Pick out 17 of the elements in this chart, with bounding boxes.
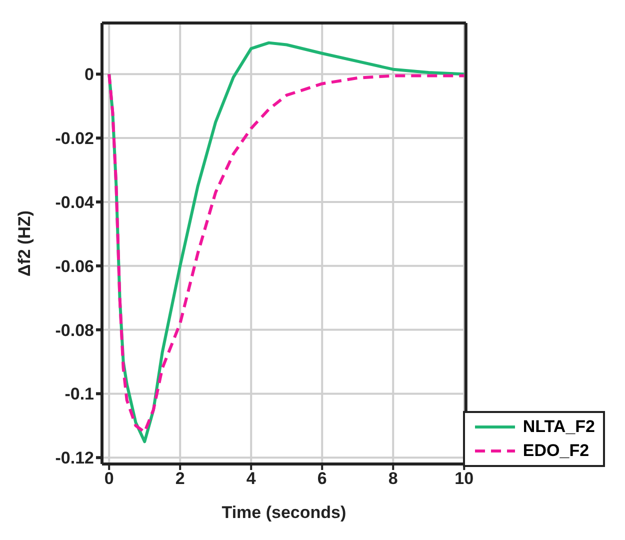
legend-label: EDO_F2 (522, 440, 590, 462)
x-tick-label: 2 (175, 469, 185, 488)
y-tick-label: -0.06 (55, 256, 94, 276)
legend-label: NLTA_F2 (522, 416, 595, 438)
y-tick-label: -0.12 (55, 448, 94, 468)
x-tick-label: 0 (104, 469, 114, 488)
y-tick-label: -0.04 (55, 192, 95, 212)
y-tick-label: 0 (84, 65, 94, 84)
x-tick-label: 10 (454, 469, 474, 488)
x-tick-label: 4 (246, 469, 256, 488)
x-tick-label: 6 (317, 469, 327, 488)
x-tick-label: 8 (388, 469, 398, 488)
y-tick-label: -0.02 (55, 129, 94, 148)
x-axis-title: Time (seconds) (222, 503, 346, 522)
y-tick-label: -0.1 (64, 384, 94, 404)
y-tick-label: -0.08 (55, 320, 94, 340)
y-axis-title: Δf2 (HZ) (15, 210, 34, 277)
